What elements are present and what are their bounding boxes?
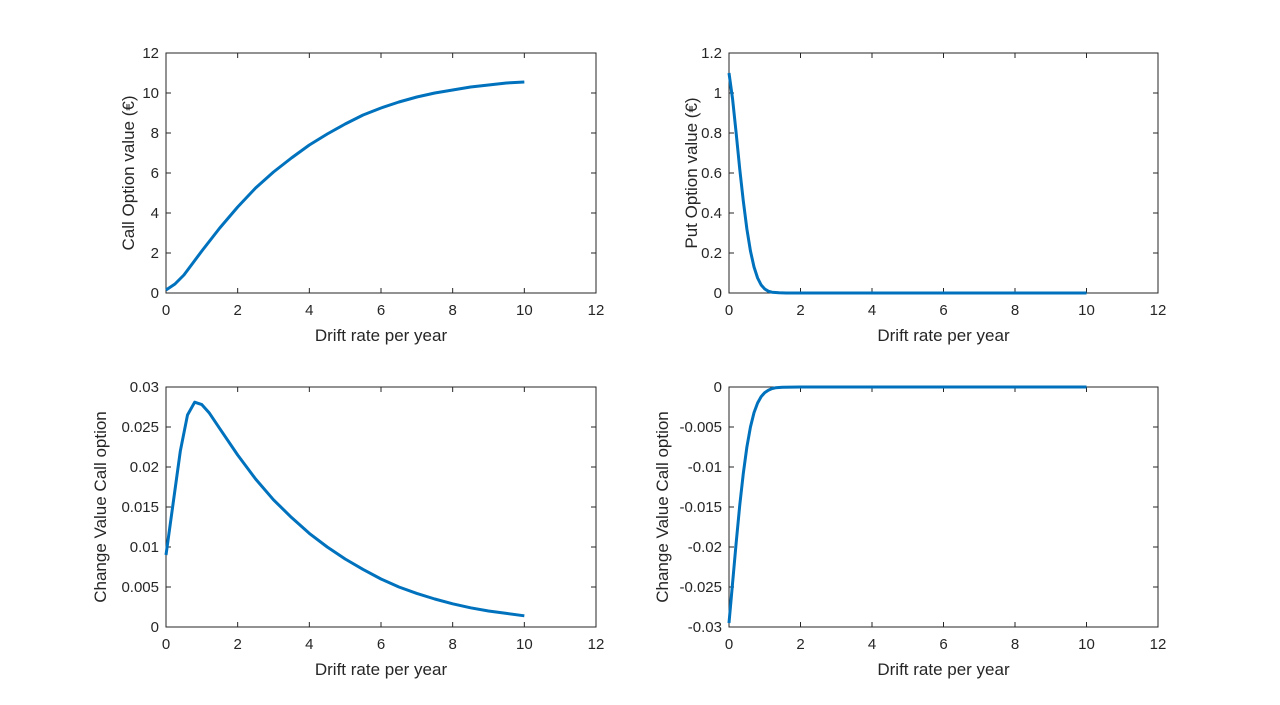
- y-tick-label: 6: [151, 165, 159, 182]
- y-tick-label: 0: [714, 285, 722, 302]
- y-axis-label: Call Option value (€): [119, 96, 138, 251]
- y-tick-label: -0.03: [688, 619, 722, 636]
- series-line: [727, 385, 1087, 624]
- x-tick-label: 0: [725, 302, 733, 319]
- y-axis-label: Put Option value (€): [682, 97, 701, 248]
- x-tick-label: 8: [448, 302, 456, 319]
- x-tick-label: 0: [162, 636, 170, 653]
- x-tick-label: 6: [939, 302, 947, 319]
- x-tick-label: 6: [377, 302, 385, 319]
- y-tick-label: 2: [151, 245, 159, 262]
- series-line: [727, 72, 1087, 295]
- y-tick-label: 4: [151, 205, 159, 222]
- x-tick-label: 4: [305, 302, 313, 319]
- subplot-bottom-right: 0 2 4 6 8 10 12 -0.03 -0.025 -0.02 -0.015 -0.01 -0.0…: [653, 379, 1166, 679]
- x-tick-label: 10: [1078, 302, 1095, 319]
- y-axis-label: Change Value Call option: [653, 411, 672, 603]
- y-tick-label: 0.025: [121, 419, 159, 436]
- y-tick-label: -0.01: [688, 459, 722, 476]
- y-tick-label: 12: [142, 45, 159, 62]
- y-tick-label: 10: [142, 85, 159, 102]
- x-tick-label: 8: [1011, 302, 1019, 319]
- y-tick-label: 0.03: [130, 379, 159, 396]
- y-tick-label: 0.4: [701, 205, 722, 222]
- x-tick-label: 6: [939, 636, 947, 653]
- x-tick-label: 2: [796, 302, 804, 319]
- x-axis-label: Drift rate per year: [877, 660, 1010, 679]
- x-tick-label: 12: [588, 302, 605, 319]
- x-tick-label: 10: [1078, 636, 1095, 653]
- subplot-top-right: 0 2 4 6 8 10 12 0 0.2 0.4 0.6 0.8 1 1.2 Drift rate per…: [682, 45, 1166, 345]
- x-tick-label: 8: [448, 636, 456, 653]
- x-tick-label: 12: [588, 636, 605, 653]
- y-tick-label: 0: [151, 619, 159, 636]
- x-axis-label: Drift rate per year: [877, 326, 1010, 345]
- x-tick-label: 10: [516, 302, 533, 319]
- y-tick-label: -0.025: [679, 579, 722, 596]
- y-tick-label: 0.005: [121, 579, 159, 596]
- y-tick-label: 1: [714, 85, 722, 102]
- series-line: [165, 80, 525, 292]
- y-tick-label: 8: [151, 125, 159, 142]
- y-tick-label: -0.02: [688, 539, 722, 556]
- y-tick-label: 0.8: [701, 125, 722, 142]
- y-tick-label: -0.005: [679, 419, 722, 436]
- x-tick-label: 4: [305, 636, 313, 653]
- y-tick-label: 0.2: [701, 245, 722, 262]
- y-tick-label: 0: [714, 379, 722, 396]
- x-tick-label: 4: [868, 302, 876, 319]
- x-tick-label: 8: [1011, 636, 1019, 653]
- y-tick-label: -0.015: [679, 499, 722, 516]
- x-tick-label: 12: [1150, 302, 1167, 319]
- y-tick-label: 0.6: [701, 165, 722, 182]
- y-axis-label: Change Value Call option: [91, 411, 110, 603]
- x-tick-label: 12: [1150, 636, 1167, 653]
- y-tick-label: 0.02: [130, 459, 159, 476]
- x-tick-label: 10: [516, 636, 533, 653]
- x-tick-label: 2: [233, 302, 241, 319]
- y-tick-label: 0.015: [121, 499, 159, 516]
- x-tick-label: 4: [868, 636, 876, 653]
- y-tick-label: 0: [151, 285, 159, 302]
- x-tick-label: 2: [233, 636, 241, 653]
- y-tick-label: 1.2: [701, 45, 722, 62]
- x-tick-label: 6: [377, 636, 385, 653]
- x-tick-label: 0: [162, 302, 170, 319]
- y-tick-label: 0.01: [130, 539, 159, 556]
- series-line: [164, 400, 525, 618]
- x-tick-label: 0: [725, 636, 733, 653]
- subplot-bottom-left: 0 2 4 6 8 10 12 0 0.005 0.01 0.015 0.02 0.025 0.03 Dri…: [91, 379, 604, 679]
- x-tick-label: 2: [796, 636, 804, 653]
- x-axis-label: Drift rate per year: [315, 660, 448, 679]
- x-axis-label: Drift rate per year: [315, 326, 448, 345]
- subplot-top-left: 0 2 4 6 8 10 12 0 2 4 6 8 10 12 Drift rate per year Cal…: [119, 45, 604, 345]
